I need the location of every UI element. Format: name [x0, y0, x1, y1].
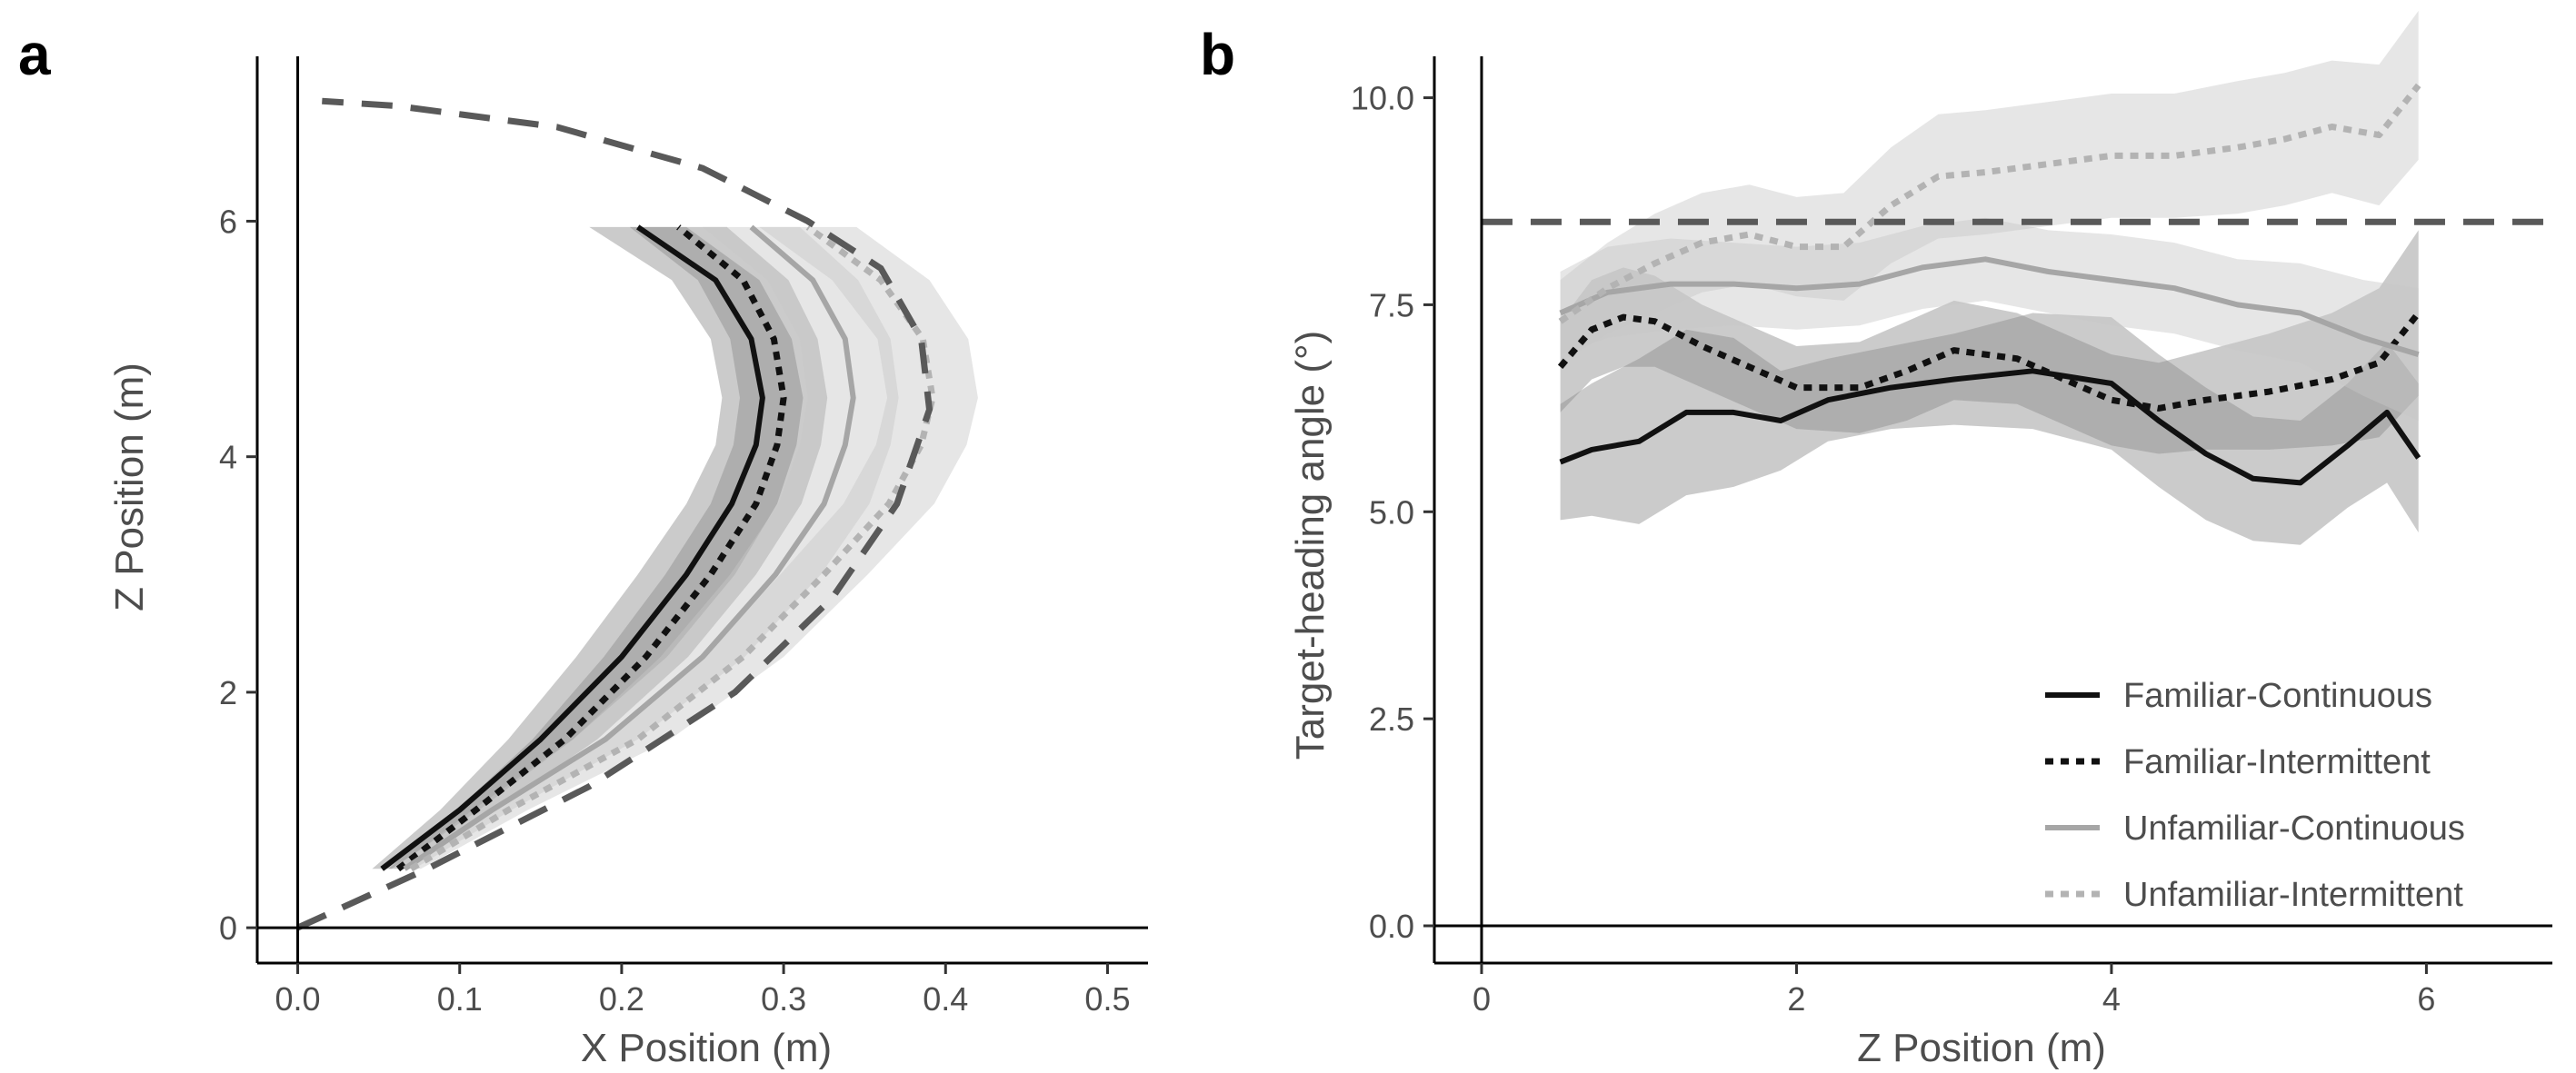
legend-item-unfamiliar-intermittent: Unfamiliar-Intermittent	[2045, 876, 2463, 914]
panel-b-y-tick-label: 5.0	[1369, 493, 1414, 531]
panel-a-y-tick-label: 0	[219, 909, 237, 947]
panel-b-band-familiar-continuous	[1560, 313, 2419, 545]
panel-a-reference-curve	[296, 97, 934, 931]
panel-b-confidence-bands	[1560, 10, 2419, 545]
panel-b-y-tick-label: 2.5	[1369, 700, 1414, 738]
panel-a-band-unfamiliar-intermittent	[401, 226, 978, 869]
panel-a-axes	[255, 56, 1148, 965]
panel-a-x-tick-label: 0.0	[275, 980, 321, 1018]
panel-a-line-unfamiliar-continuous	[403, 224, 856, 871]
panel-a-series-lines	[296, 97, 936, 931]
legend-item-unfamiliar-continuous: Unfamiliar-Continuous	[2045, 810, 2465, 848]
legend-label-familiar-continuous: Familiar-Continuous	[2123, 677, 2432, 715]
legend-item-familiar-intermittent: Familiar-Intermittent	[2045, 743, 2431, 781]
panel-a-y-tick-label: 4	[219, 439, 237, 476]
panel-a-label: a	[18, 22, 51, 87]
panel-b-line-unfamiliar-intermittent	[1558, 83, 2421, 324]
panel-b-series-lines	[1481, 83, 2552, 486]
legend-label-unfamiliar-continuous: Unfamiliar-Continuous	[2123, 810, 2465, 848]
panel-b-line-unfamiliar-continuous	[1559, 256, 2420, 357]
panel-a-band-familiar-intermittent	[388, 226, 828, 869]
panel-b-band-unfamiliar-continuous	[1560, 217, 2419, 421]
panel-b-band-unfamiliar-intermittent	[1560, 10, 2419, 363]
panel-b-y-axis-title: Target-heading angle (°)	[1288, 331, 1333, 760]
panel-a-x-tick-label: 0.1	[437, 980, 483, 1018]
panel-b-label: b	[1200, 22, 1235, 87]
panel-b-x-axis-title: Z Position (m)	[1857, 1026, 2106, 1070]
panel-b-x-tick-label: 6	[2417, 980, 2435, 1018]
panel-a-band-familiar-continuous	[372, 226, 804, 869]
panel-b-y-tick-label: 7.5	[1369, 286, 1414, 323]
panel-b-y-tick-label: 0.0	[1369, 908, 1414, 945]
panel-a-line-familiar-continuous	[380, 224, 765, 871]
panel-b-line-familiar-intermittent	[1557, 311, 2421, 412]
legend: Familiar-Continuous Familiar-Intermitten…	[2045, 677, 2465, 914]
panel-b-x-tick-label: 0	[1473, 980, 1491, 1018]
legend-label-unfamiliar-intermittent: Unfamiliar-Intermittent	[2123, 876, 2463, 914]
panel-b-ticks: 0 2 4 6 0.0 2.5 5.0 7.5 10.0	[1351, 80, 2436, 1018]
panel-a-x-axis-title: X Position (m)	[581, 1026, 832, 1070]
panel-a-x-tick-label: 0.4	[923, 980, 968, 1018]
panel-b-x-tick-label: 4	[2102, 980, 2121, 1018]
panel-b-axes	[1433, 56, 2552, 965]
panel-a-y-tick-label: 2	[219, 674, 237, 711]
panel-a-band-unfamiliar-continuous	[394, 226, 899, 869]
panel-a-confidence-bands	[372, 226, 978, 869]
panel-a-line-familiar-intermittent	[395, 224, 787, 872]
panel-b-y-tick-label: 10.0	[1351, 80, 1414, 117]
panel-a-y-axis-title: Z Position (m)	[107, 363, 152, 611]
panel-b-x-tick-label: 2	[1787, 980, 1805, 1018]
panel-a-x-tick-label: 0.2	[599, 980, 644, 1018]
panel-a-x-tick-label: 0.3	[761, 980, 806, 1018]
legend-item-familiar-continuous: Familiar-Continuous	[2045, 677, 2432, 715]
panel-a-x-tick-label: 0.5	[1084, 980, 1130, 1018]
legend-label-familiar-intermittent: Familiar-Intermittent	[2123, 743, 2431, 781]
panel-a-ticks: 0.0 0.1 0.2 0.3 0.4 0.5 0 2 4 6	[219, 203, 1131, 1018]
panel-a-y-tick-label: 6	[219, 203, 237, 240]
panel-b-line-familiar-continuous	[1559, 368, 2421, 486]
panel-b: b 0 2 4 6 0.0 2.5 5.0 7.5 10.0 Z Position (m) Ta…	[1200, 10, 2552, 1070]
